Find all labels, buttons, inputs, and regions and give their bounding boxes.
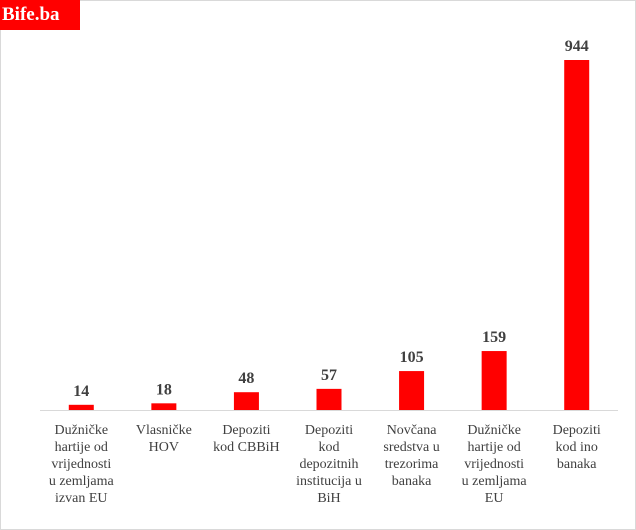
category-label-line: HOV xyxy=(149,440,179,455)
value-label-5: 159 xyxy=(482,329,506,346)
value-label-0: 14 xyxy=(73,383,89,400)
category-label-line: Depoziti xyxy=(553,423,601,438)
category-labels-group: Dužničke hartije od vrijednosti u zemljama i… xyxy=(49,423,601,506)
category-label-5: Dužničke hartije od vrijednosti u zemljama E… xyxy=(462,423,528,506)
category-label-line: kod xyxy=(319,440,340,455)
category-label-line: Depoziti xyxy=(222,423,270,438)
bar-0 xyxy=(68,404,94,410)
category-label-line: BiH xyxy=(317,491,340,506)
category-label-line: depozitnih xyxy=(299,457,358,472)
category-label-line: Dužničke xyxy=(467,423,521,438)
category-label-line: kod CBBiH xyxy=(213,440,280,455)
category-label-line: trezorima xyxy=(385,457,439,472)
category-label-line: izvan EU xyxy=(55,491,107,506)
value-label-3: 57 xyxy=(321,367,337,384)
category-label-line: u zemljama xyxy=(49,474,115,489)
bar-6 xyxy=(564,60,590,410)
category-label-line: banaka xyxy=(392,474,432,489)
category-label-line: Novčana xyxy=(387,423,438,438)
category-label-1: Vlasničke HOV xyxy=(136,423,192,455)
category-label-line: Dužničke xyxy=(54,423,108,438)
category-label-line: vrijednosti xyxy=(51,457,111,472)
bars-group xyxy=(68,60,590,410)
bar-1 xyxy=(151,403,177,410)
category-label-line: Vlasničke xyxy=(136,423,192,438)
value-label-2: 48 xyxy=(238,370,254,387)
value-label-6: 944 xyxy=(565,38,589,55)
category-label-line: hartije od xyxy=(55,440,108,455)
bar-4 xyxy=(399,371,425,410)
bar-3 xyxy=(316,388,342,410)
category-label-line: banaka xyxy=(557,457,597,472)
category-label-4: Novčana sredstva u trezorima banaka xyxy=(383,423,439,489)
bar-5 xyxy=(481,351,507,410)
category-label-line: u zemljama xyxy=(462,474,528,489)
category-label-line: hartije od xyxy=(468,440,521,455)
category-label-line: kod ino xyxy=(556,440,598,455)
category-label-2: Depoziti kod CBBiH xyxy=(213,423,280,455)
site-logo: Bife.ba xyxy=(0,0,80,30)
category-label-3: Depoziti kod depozitnih institucija u BiH xyxy=(296,423,362,506)
value-label-1: 18 xyxy=(156,381,172,398)
category-label-line: EU xyxy=(485,491,504,506)
value-labels-group: 14 18 48 57 105 159 944 xyxy=(73,38,588,400)
category-label-line: sredstva u xyxy=(383,440,439,455)
category-label-6: Depoziti kod ino banaka xyxy=(553,423,601,472)
category-label-line: vrijednosti xyxy=(464,457,524,472)
category-label-0: Dužničke hartije od vrijednosti u zemljama i… xyxy=(49,423,115,506)
category-label-line: Depoziti xyxy=(305,423,353,438)
value-label-4: 105 xyxy=(400,349,424,366)
bar-2 xyxy=(233,392,259,410)
category-label-line: institucija u xyxy=(296,474,362,489)
